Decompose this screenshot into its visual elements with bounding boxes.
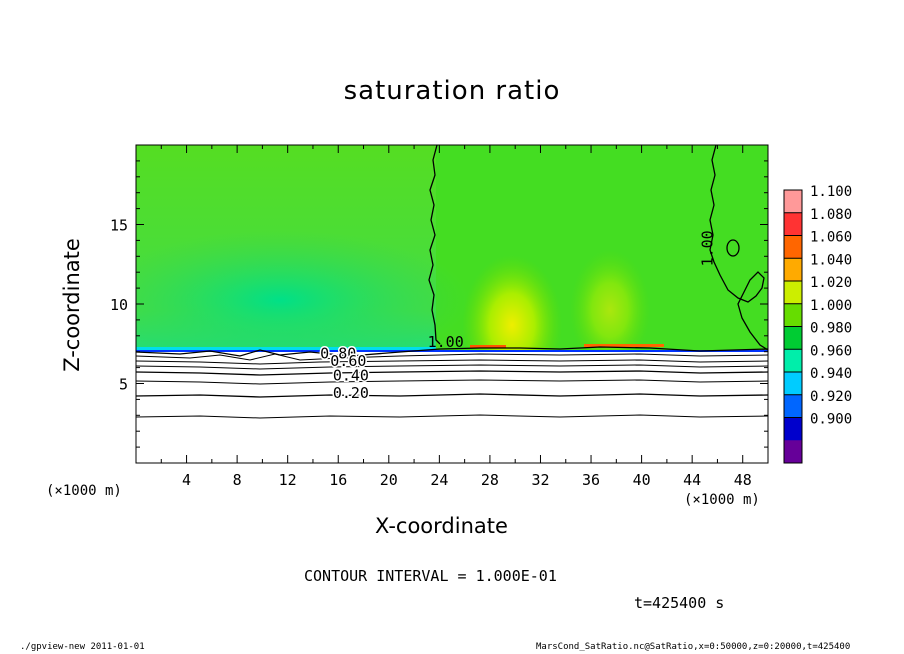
contour-label: 0.40 — [333, 367, 369, 385]
contour-0.80 — [136, 346, 768, 357]
colorbar-swatch — [784, 258, 802, 282]
x-tick-label: 40 — [633, 471, 651, 489]
contour-1.00-left — [428, 145, 441, 345]
y-tick-label: 10 — [110, 296, 128, 314]
colorbar-label: 0.960 — [810, 343, 852, 359]
contour-0.10 — [136, 414, 768, 419]
contour-label: 1.00 — [698, 230, 716, 266]
colorbar-swatch — [784, 212, 802, 236]
colorbar-swatch — [784, 372, 802, 396]
y-axis: 5 10 15 — [110, 160, 768, 448]
x-unit-label-right: (×1000 m) — [684, 492, 760, 508]
x-tick-label: 32 — [531, 471, 549, 489]
colorbar-label: 0.980 — [810, 321, 852, 337]
y-axis-label: Z-coordinate — [60, 238, 84, 372]
x-tick-label: 8 — [233, 471, 242, 489]
x-tick-label: 16 — [329, 471, 347, 489]
x-tick-label: 24 — [430, 471, 448, 489]
contour-0.50 — [136, 364, 768, 370]
cyan-region-left — [136, 230, 470, 370]
x-unit-label-left: (×1000 m) — [46, 483, 122, 499]
contour-0.30 — [136, 379, 768, 385]
lower-field — [136, 351, 768, 463]
colorbar-swatch — [784, 440, 802, 464]
contour-0.70 — [136, 353, 768, 361]
contour-1.00-right — [709, 145, 768, 351]
colorbar-label: 0.920 — [810, 389, 852, 405]
contour-label: 0.80 — [320, 344, 356, 362]
y-tick-label: 15 — [110, 217, 128, 235]
colorbar: 1.100 1.080 1.060 1.040 1.020 1.000 0.980 0.960… — [783, 184, 852, 464]
orange-band-1 — [470, 345, 506, 348]
y-tick-label: 5 — [119, 376, 128, 394]
contour-1.00-loop — [726, 239, 740, 257]
colorbar-swatch — [784, 394, 802, 418]
contour-label: 0.60 — [330, 352, 366, 370]
x-tick-label: 48 — [734, 471, 752, 489]
colorbar-swatch — [784, 417, 802, 441]
x-tick-label: 28 — [481, 471, 499, 489]
colorbar-label: 1.040 — [810, 252, 852, 268]
orange-band-2 — [584, 344, 664, 347]
contour-label: 1.00 — [428, 333, 464, 351]
footer-left: ./gpview-new 2011-01-01 — [20, 642, 145, 652]
x-tick-label: 20 — [380, 471, 398, 489]
colorbar-label: 1.020 — [810, 275, 852, 291]
contour-labels: 1.00 1.00 0.800.600.400.20 — [319, 230, 717, 403]
colorbar-swatch — [784, 281, 802, 305]
colorbar-label: 1.100 — [810, 184, 852, 200]
x-tick-label: 12 — [279, 471, 297, 489]
x-axis: 4 8 12 16 20 24 28 32 36 40 44 48 — [160, 145, 752, 489]
contour-0.60 — [136, 359, 768, 365]
colorbar-label: 1.080 — [810, 207, 852, 223]
x-tick-label: 44 — [683, 471, 701, 489]
footer-right: MarsCond_SatRatio.nc@SatRatio,x=0:50000,… — [536, 642, 851, 652]
contour-0.40 — [136, 370, 768, 376]
contour-interval-label: CONTOUR INTERVAL = 1.000E-01 — [304, 567, 557, 585]
colorbar-swatch — [784, 326, 802, 350]
x-tick-label: 4 — [182, 471, 191, 489]
blue-band — [136, 350, 768, 352]
colorbar-swatch — [784, 190, 802, 214]
colorbar-label: 0.940 — [810, 366, 852, 382]
colorbar-label: 1.000 — [810, 298, 852, 314]
x-axis-label: X-coordinate — [375, 514, 508, 538]
contour-0.20 — [136, 393, 768, 398]
colorbar-swatch — [784, 349, 802, 373]
x-tick-label: 36 — [582, 471, 600, 489]
colorbar-label: 1.060 — [810, 230, 852, 246]
cyan-band — [136, 347, 436, 351]
contour-label: 0.20 — [333, 384, 369, 402]
yellow-region-2 — [570, 250, 650, 370]
time-label: t=425400 s — [634, 594, 725, 612]
colorbar-swatch — [784, 303, 802, 327]
colorbar-label: 0.900 — [810, 412, 852, 428]
colorbar-swatch — [784, 235, 802, 259]
chart-title: saturation ratio — [343, 76, 561, 106]
